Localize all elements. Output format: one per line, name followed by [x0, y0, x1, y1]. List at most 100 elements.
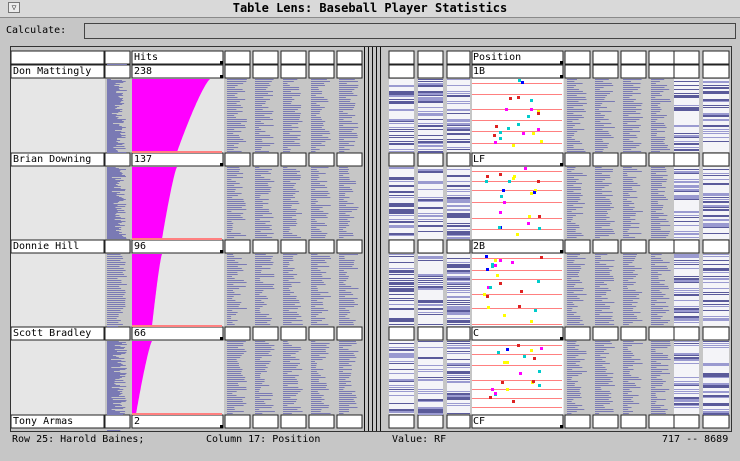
mini-bar — [283, 185, 295, 186]
column-header-position[interactable]: Position — [473, 52, 522, 63]
mini-bar — [227, 405, 244, 406]
stripe-mark — [674, 143, 699, 145]
position-category-mark — [486, 268, 489, 271]
mini-bar — [255, 103, 266, 104]
mini-bar — [567, 369, 573, 370]
mini-bar — [283, 225, 297, 226]
position-value-row-2[interactable]: LF — [473, 154, 486, 165]
mini-bar — [283, 399, 298, 400]
mini-bar — [567, 383, 575, 384]
mini-bar — [107, 95, 124, 96]
mini-bar — [255, 151, 269, 152]
calculate-input[interactable] — [84, 23, 736, 39]
player-name-row-1[interactable]: Don Mattingly — [13, 66, 92, 77]
stripe-mark — [389, 282, 414, 284]
mini-bar — [623, 351, 632, 352]
mini-bar — [283, 133, 290, 134]
mini-bar — [283, 355, 291, 356]
mini-bar — [227, 308, 247, 309]
mini-bar — [651, 280, 665, 281]
mini-bar — [107, 399, 113, 400]
mini-bar — [283, 137, 298, 138]
mini-bar — [107, 93, 123, 94]
mini-bar — [567, 223, 576, 224]
position-category-mark — [485, 255, 488, 258]
focus-cell — [471, 414, 564, 429]
hits-value-row-3[interactable]: 96 — [134, 241, 147, 252]
mini-bar — [339, 193, 346, 194]
player-name-row-2[interactable]: Brian Downing — [13, 154, 92, 165]
mini-bar — [311, 189, 316, 190]
stripe-mark — [389, 179, 414, 180]
mini-bar — [283, 367, 297, 368]
column-divider-line — [364, 47, 365, 431]
mini-bar — [623, 343, 643, 344]
mini-bar — [567, 195, 583, 196]
mini-bar — [567, 322, 580, 323]
mini-bar — [107, 224, 120, 225]
mini-bar — [107, 205, 118, 206]
hits-value-row-4[interactable]: 66 — [134, 328, 147, 339]
player-name-row-4[interactable]: Scott Bradley — [13, 328, 92, 339]
stripe-mark — [418, 401, 443, 402]
mini-bar — [567, 304, 575, 305]
mini-bar — [227, 169, 240, 170]
mini-bar — [623, 290, 636, 291]
position-stripe — [472, 202, 562, 203]
mini-bar — [567, 274, 578, 275]
mini-bar — [255, 149, 261, 150]
stripe-mark — [703, 99, 729, 101]
mini-bar — [567, 141, 580, 142]
hits-value-row-2[interactable]: 137 — [134, 154, 153, 165]
mini-bar — [311, 129, 325, 130]
mini-bar — [339, 369, 352, 370]
column-header-hits[interactable]: Hits — [134, 52, 159, 63]
hits-value-row-1[interactable]: 238 — [134, 66, 153, 77]
position-value-row-5[interactable]: CF — [473, 416, 486, 427]
window-menu-icon[interactable]: ▽ — [8, 2, 20, 13]
mini-bar — [283, 306, 301, 307]
position-value-row-4[interactable]: C — [473, 328, 480, 339]
stripe-mark — [447, 391, 470, 392]
mini-bar — [339, 359, 350, 360]
mini-bar — [651, 349, 656, 350]
mini-bar — [595, 173, 602, 174]
mini-bar — [255, 85, 271, 86]
hits-value-row-5[interactable]: 2 — [134, 416, 141, 427]
stripe-mark — [674, 276, 699, 277]
mini-bar — [595, 145, 608, 146]
position-value-row-1[interactable]: 1B — [473, 66, 486, 77]
player-name-row-5[interactable]: Tony Armas — [13, 416, 74, 427]
position-category-mark — [502, 189, 505, 192]
mini-bar — [107, 138, 118, 139]
mini-bar — [255, 133, 260, 134]
mini-bar — [595, 401, 613, 402]
stripe-mark — [674, 264, 699, 265]
mini-bar — [623, 276, 636, 277]
mini-bar — [283, 282, 301, 283]
mini-bar — [227, 123, 242, 124]
stripe-mark — [703, 306, 729, 307]
stripe-mark — [418, 113, 443, 115]
mini-bar — [311, 294, 321, 295]
mini-bar — [107, 404, 121, 405]
mini-bar — [107, 300, 116, 301]
position-value-row-3[interactable]: 2B — [473, 241, 486, 252]
table-lens-grid[interactable]: Hits Position Don Mattingly 238 1B Brian… — [10, 46, 732, 432]
column-context-area — [11, 253, 105, 327]
mini-bar — [595, 349, 607, 350]
mini-bar — [623, 193, 629, 194]
mini-bar — [339, 185, 344, 186]
mini-bar — [107, 168, 119, 169]
player-name-row-3[interactable]: Donnie Hill — [13, 241, 80, 252]
mini-bar — [107, 221, 126, 222]
mini-bar — [227, 85, 238, 86]
mini-bar — [567, 254, 580, 255]
mini-bar — [311, 359, 323, 360]
position-stripe — [472, 398, 562, 399]
mini-bar — [595, 179, 605, 180]
stripe-mark — [674, 233, 699, 235]
position-stripe — [472, 94, 562, 95]
mini-bar — [311, 308, 324, 309]
mini-bar — [623, 125, 641, 126]
